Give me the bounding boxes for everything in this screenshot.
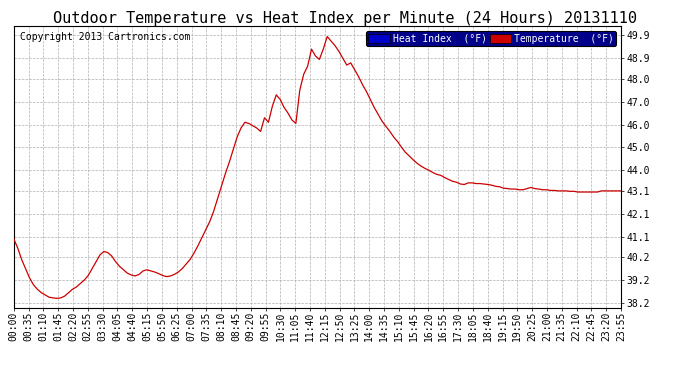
Text: Copyright 2013 Cartronics.com: Copyright 2013 Cartronics.com bbox=[20, 32, 190, 42]
Legend: Heat Index  (°F), Temperature  (°F): Heat Index (°F), Temperature (°F) bbox=[366, 31, 616, 46]
Text: Outdoor Temperature vs Heat Index per Minute (24 Hours) 20131110: Outdoor Temperature vs Heat Index per Mi… bbox=[53, 11, 637, 26]
